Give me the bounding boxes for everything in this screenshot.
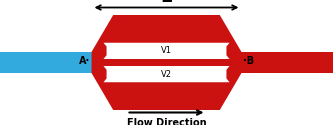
Text: ·B: ·B [243, 56, 254, 66]
Text: V2: V2 [161, 70, 172, 79]
Text: A·: A· [79, 56, 90, 66]
Polygon shape [0, 52, 92, 73]
Polygon shape [104, 43, 229, 59]
Polygon shape [241, 52, 333, 73]
Text: L: L [161, 0, 172, 6]
Polygon shape [92, 15, 241, 110]
Polygon shape [104, 66, 229, 82]
Text: V1: V1 [161, 46, 172, 55]
Text: Flow Direction: Flow Direction [127, 118, 206, 125]
